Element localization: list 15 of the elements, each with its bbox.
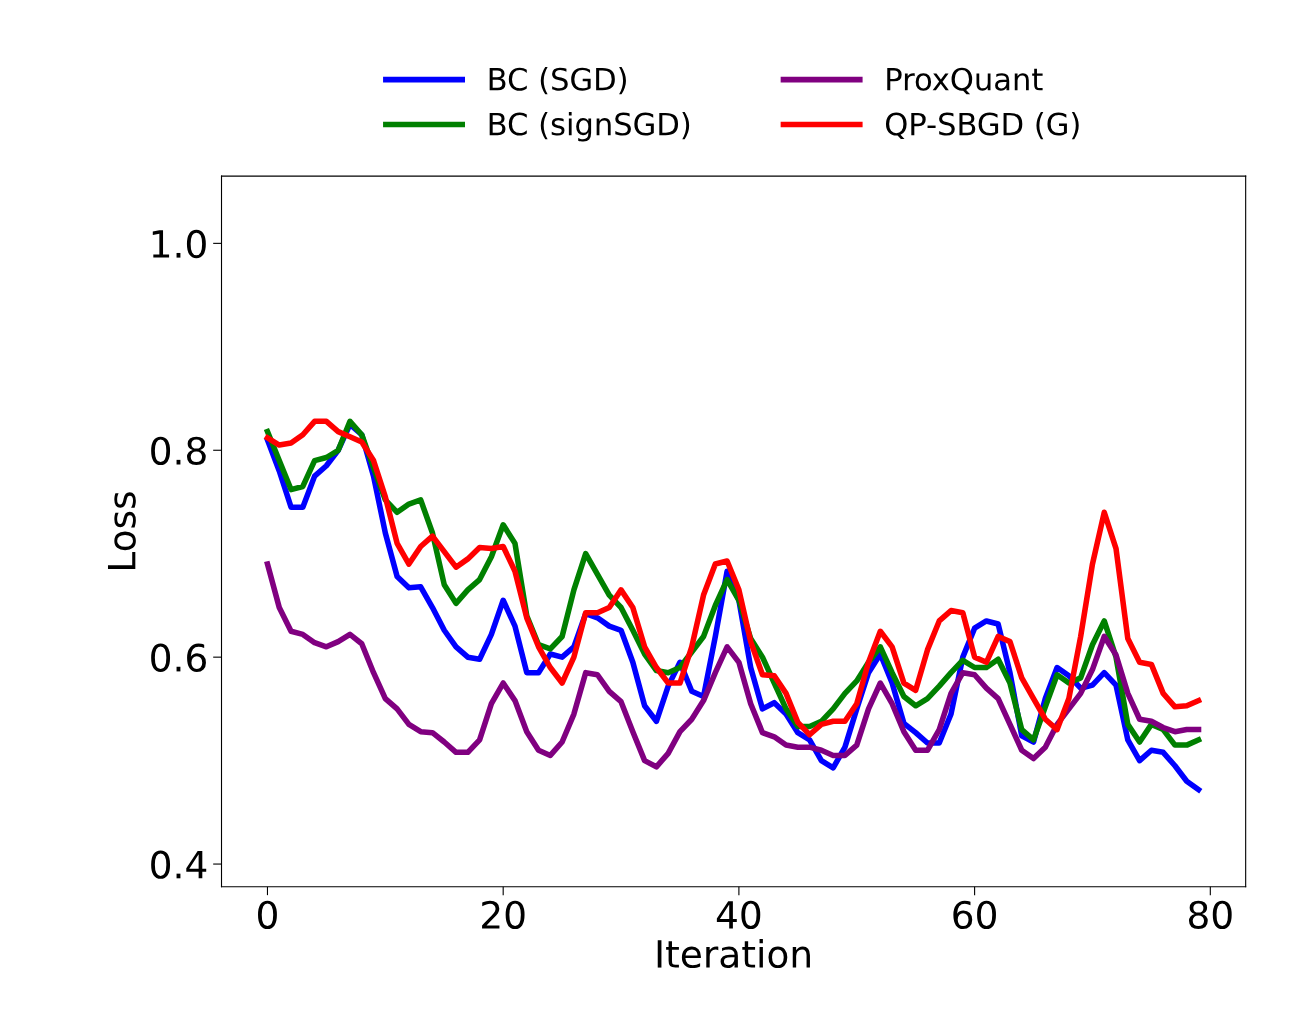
legend-label: BC (SGD) xyxy=(489,67,626,95)
legend-label: ProxQuant xyxy=(887,67,1043,95)
x-tick-label: 80 xyxy=(1189,900,1232,930)
y-tick-label: 1.0 xyxy=(152,229,206,259)
x-tick-label: 0 xyxy=(258,900,277,930)
x-tick-label: 40 xyxy=(716,900,761,930)
legend-label: BC (signSGD) xyxy=(489,111,690,142)
x-tick-label: 20 xyxy=(482,900,525,930)
y-tick-label: 0.4 xyxy=(151,850,207,879)
legend-label: QP-SBGD (G) xyxy=(885,111,1079,140)
x-tick-label: 60 xyxy=(953,900,996,930)
y-axis-title: Loss xyxy=(107,492,136,569)
y-tick-label: 0.8 xyxy=(151,436,206,466)
x-axis-title: Iteration xyxy=(657,939,810,969)
y-tick-label: 0.6 xyxy=(151,643,206,672)
